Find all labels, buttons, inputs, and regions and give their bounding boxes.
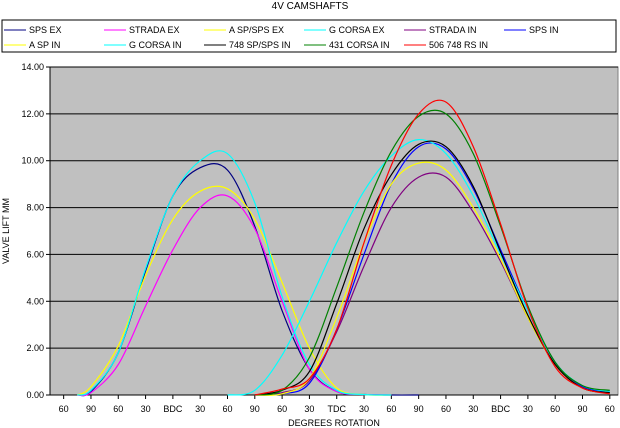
legend-label: A SP IN <box>29 40 60 50</box>
legend-label: SPS IN <box>529 25 559 35</box>
x-tick-label: 60 <box>605 404 615 414</box>
y-tick-label: 4.00 <box>26 296 44 306</box>
y-tick-label: 12.00 <box>21 109 44 119</box>
legend-box <box>1 19 617 53</box>
x-tick-label: 60 <box>277 404 287 414</box>
x-tick-label: BDC <box>491 404 511 414</box>
x-axis: 60 90 60 30 BDC 30 60 90 60 30 TDC 30 60 90 60 30 BDC 30 6… <box>50 394 618 414</box>
y-tick-label: 10.00 <box>21 156 44 166</box>
x-axis-label: DEGREES ROTATION <box>288 418 380 428</box>
series-lines <box>76 99 610 397</box>
series-line-748-sp-sps-in <box>254 140 610 396</box>
x-tick-label: 90 <box>414 404 424 414</box>
legend-label: SPS EX <box>29 25 62 35</box>
x-tick-label: 60 <box>59 404 69 414</box>
legend-label: A SP/SPS EX <box>229 25 284 35</box>
legend-label: G CORSA EX <box>329 25 385 35</box>
x-tick-label: 60 <box>113 404 123 414</box>
x-tick-label: 60 <box>386 404 396 414</box>
chart-title: 4V CAMSHAFTS <box>272 1 349 12</box>
y-axis: 0.00 2.00 4.00 6.00 8.00 10.00 12.00 14.00 <box>21 62 51 400</box>
x-tick-label: 90 <box>86 404 96 414</box>
x-tick-label: 30 <box>304 404 314 414</box>
legend-label: STRADA IN <box>429 25 477 35</box>
x-tick-label: 30 <box>141 404 151 414</box>
legend-label: 748 SP/SPS IN <box>229 40 291 50</box>
y-tick-label: 2.00 <box>26 343 44 353</box>
series-line-506-748-rs-in <box>254 99 610 396</box>
y-axis-label: VALVE LIFT MM <box>1 198 11 264</box>
legend-label: 506 748 RS IN <box>429 40 488 50</box>
x-tick-label: 60 <box>550 404 560 414</box>
y-tick-label: 14.00 <box>21 62 44 72</box>
x-tick-label: 60 <box>441 404 451 414</box>
y-tick-label: 6.00 <box>26 249 44 259</box>
x-tick-label: 90 <box>250 404 260 414</box>
series-line-a-sp-sps-ex <box>76 185 392 396</box>
x-tick-label: 60 <box>222 404 232 414</box>
legend-label: STRADA EX <box>129 25 180 35</box>
x-tick-label: TDC <box>327 404 346 414</box>
legend-label: 431 CORSA IN <box>329 40 390 50</box>
y-tick-label: 0.00 <box>26 390 44 400</box>
series-line-g-corsa-ex <box>77 150 392 396</box>
legend-label: G CORSA IN <box>129 40 182 50</box>
x-tick-label: 30 <box>195 404 205 414</box>
x-tick-label: 30 <box>468 404 478 414</box>
plot-area <box>49 66 619 396</box>
x-tick-label: 90 <box>577 404 587 414</box>
x-tick-label: 30 <box>523 404 533 414</box>
legend: SPS EX STRADA EX A SP/SPS EX G CORSA EX STRA… <box>1 19 617 53</box>
series-line-431-corsa-in <box>254 109 610 396</box>
x-tick-label: 30 <box>359 404 369 414</box>
x-tick-label: BDC <box>163 404 183 414</box>
series-line-strada-ex <box>77 194 392 397</box>
y-tick-label: 8.00 <box>26 203 44 213</box>
